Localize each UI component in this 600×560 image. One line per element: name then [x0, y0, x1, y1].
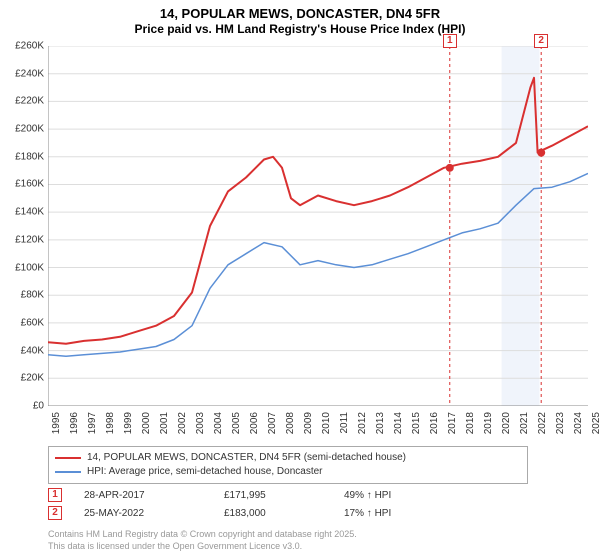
x-tick-label: 2002	[177, 412, 188, 434]
x-tick-label: 2004	[213, 412, 224, 434]
x-tick-label: 2009	[303, 412, 314, 434]
y-tick-label: £40K	[21, 345, 44, 356]
y-tick-label: £160K	[15, 179, 44, 190]
y-tick-label: £60K	[21, 317, 44, 328]
y-tick-label: £0	[33, 401, 44, 412]
x-tick-label: 1998	[105, 412, 116, 434]
x-tick-label: 2016	[429, 412, 440, 434]
x-tick-label: 2000	[141, 412, 152, 434]
x-tick-label: 2001	[159, 412, 170, 434]
x-tick-label: 2003	[195, 412, 206, 434]
marker-row: 1 28-APR-2017£171,99549% ↑ HPI	[48, 486, 548, 504]
x-tick-label: 2008	[285, 412, 296, 434]
x-tick-label: 2022	[537, 412, 548, 434]
legend-row: 14, POPULAR MEWS, DONCASTER, DN4 5FR (se…	[55, 451, 521, 465]
x-tick-label: 2021	[519, 412, 530, 434]
y-tick-label: £220K	[15, 96, 44, 107]
y-tick-label: £180K	[15, 151, 44, 162]
x-tick-label: 2006	[249, 412, 260, 434]
y-tick-label: £100K	[15, 262, 44, 273]
marker-num: 1	[48, 488, 62, 502]
x-tick-label: 2019	[483, 412, 494, 434]
title-main: 14, POPULAR MEWS, DONCASTER, DN4 5FR	[0, 6, 600, 21]
x-tick-label: 2013	[375, 412, 386, 434]
marker-num: 2	[48, 506, 62, 520]
y-tick-label: £240K	[15, 68, 44, 79]
x-tick-label: 2017	[447, 412, 458, 434]
y-tick-label: £200K	[15, 124, 44, 135]
marker-diff: 17% ↑ HPI	[344, 508, 464, 519]
sale-markers-table: 1 28-APR-2017£171,99549% ↑ HPI 2 25-MAY-202…	[48, 486, 548, 522]
y-tick-label: £120K	[15, 234, 44, 245]
y-tick-label: £20K	[21, 373, 44, 384]
legend-swatch	[55, 471, 81, 473]
legend: 14, POPULAR MEWS, DONCASTER, DN4 5FR (se…	[48, 446, 528, 484]
y-tick-label: £80K	[21, 290, 44, 301]
x-tick-label: 2012	[357, 412, 368, 434]
x-tick-label: 2023	[555, 412, 566, 434]
marker-date: 28-APR-2017	[84, 490, 224, 501]
attribution: Contains HM Land Registry data © Crown c…	[48, 528, 568, 552]
x-tick-label: 1997	[87, 412, 98, 434]
legend-label: HPI: Average price, semi-detached house,…	[87, 465, 323, 479]
x-tick-label: 2020	[501, 412, 512, 434]
x-tick-label: 2014	[393, 412, 404, 434]
x-tick-label: 2005	[231, 412, 242, 434]
y-tick-label: £260K	[15, 41, 44, 52]
x-axis-ticks: 1995 1996 1997 1998 1999 2000 2001 2002 2003 2004…	[48, 408, 588, 448]
marker-price: £171,995	[224, 490, 344, 501]
sale-marker-callout: 2	[534, 34, 548, 48]
x-tick-label: 1996	[69, 412, 80, 434]
chart-container: 14, POPULAR MEWS, DONCASTER, DN4 5FR Pri…	[0, 0, 600, 560]
x-tick-label: 1995	[51, 412, 62, 434]
marker-date: 25-MAY-2022	[84, 508, 224, 519]
x-tick-label: 2018	[465, 412, 476, 434]
x-tick-label: 1999	[123, 412, 134, 434]
title-sub: Price paid vs. HM Land Registry's House …	[0, 22, 600, 36]
marker-row: 2 25-MAY-2022£183,00017% ↑ HPI	[48, 504, 548, 522]
chart-titles: 14, POPULAR MEWS, DONCASTER, DN4 5FR Pri…	[0, 0, 600, 36]
marker-price: £183,000	[224, 508, 344, 519]
sale-marker-callout: 1	[443, 34, 457, 48]
x-tick-label: 2015	[411, 412, 422, 434]
plot-area: 12	[48, 46, 588, 406]
attribution-line: This data is licensed under the Open Gov…	[48, 540, 568, 552]
legend-label: 14, POPULAR MEWS, DONCASTER, DN4 5FR (se…	[87, 451, 406, 465]
x-tick-label: 2011	[339, 412, 350, 434]
attribution-line: Contains HM Land Registry data © Crown c…	[48, 528, 568, 540]
x-tick-label: 2007	[267, 412, 278, 434]
y-tick-label: £140K	[15, 207, 44, 218]
x-tick-label: 2024	[573, 412, 584, 434]
legend-row: HPI: Average price, semi-detached house,…	[55, 465, 521, 479]
legend-swatch	[55, 457, 81, 459]
x-tick-label: 2025	[591, 412, 600, 434]
y-axis-ticks: £0£20K£40K£60K£80K£100K£120K£140K£160K£1…	[0, 46, 46, 406]
marker-diff: 49% ↑ HPI	[344, 490, 464, 501]
x-tick-label: 2010	[321, 412, 332, 434]
